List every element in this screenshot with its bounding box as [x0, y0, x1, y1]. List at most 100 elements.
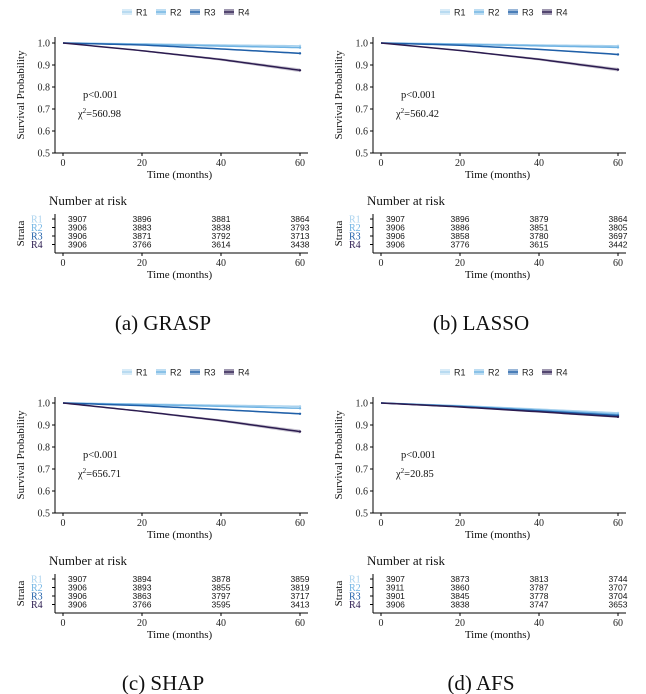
risk-ylabel: Strata — [333, 581, 345, 607]
series-point-r2 — [616, 46, 620, 49]
risk-x-tick-label: 20 — [137, 258, 147, 269]
risk-cell: 3744 — [609, 574, 628, 584]
risk-x-tick-label: 0 — [61, 258, 66, 269]
y-tick-label: 1.0 — [356, 399, 369, 410]
survival-line-r3 — [62, 42, 301, 55]
y-tick-label: 0.8 — [38, 443, 51, 454]
risk-x-axis-label: Time (months) — [147, 269, 213, 281]
risk-cell: 3797 — [212, 591, 231, 601]
strata-label-r4: R4 — [349, 240, 361, 251]
risk-cell: 3896 — [133, 214, 152, 224]
strata-label-r4: R4 — [31, 600, 43, 611]
risk-cell: 3906 — [68, 223, 87, 233]
risk-cell: 3906 — [386, 600, 405, 610]
p-value-text: p<0.001 — [401, 90, 436, 101]
risk-table-title: Number at risk — [367, 553, 445, 568]
chi-square-text: χ2=560.42 — [395, 107, 439, 120]
y-tick-label: 0.6 — [38, 127, 51, 138]
y-tick-label: 0.7 — [38, 465, 51, 476]
risk-cell: 3713 — [291, 231, 310, 241]
risk-cell: 3845 — [451, 591, 470, 601]
legend-label-r2: R2 — [170, 8, 182, 18]
y-tick-label: 0.6 — [356, 487, 369, 498]
legend-label-r1: R1 — [454, 368, 466, 378]
y-tick-label: 0.5 — [356, 509, 369, 520]
y-tick-label: 0.8 — [356, 83, 369, 94]
panel-caption: (a) GRASP — [115, 311, 211, 335]
risk-cell: 3864 — [609, 214, 628, 224]
strata-label-r3: R3 — [349, 232, 361, 243]
y-tick-label: 1.0 — [356, 39, 369, 50]
risk-cell: 3864 — [291, 214, 310, 224]
risk-cell: 3787 — [530, 583, 549, 593]
y-axis-label: Survival Probability — [333, 410, 345, 499]
survival-line-r4 — [380, 402, 619, 418]
risk-x-tick-label: 60 — [295, 618, 305, 629]
y-tick-label: 0.6 — [356, 127, 369, 138]
series-point-r3 — [298, 412, 302, 415]
risk-x-tick-label: 20 — [455, 258, 465, 269]
risk-cell: 3871 — [133, 231, 152, 241]
strata-label-r3: R3 — [31, 592, 43, 603]
risk-cell: 3595 — [212, 600, 231, 610]
y-tick-label: 0.7 — [356, 465, 369, 476]
panel-caption: (d) AFS — [447, 671, 514, 694]
risk-cell: 3838 — [212, 223, 231, 233]
y-tick-label: 0.9 — [38, 421, 51, 432]
risk-x-tick-label: 60 — [295, 258, 305, 269]
y-tick-label: 0.7 — [38, 105, 51, 116]
risk-cell: 3851 — [530, 223, 549, 233]
legend-label-r1: R1 — [454, 8, 466, 18]
risk-cell: 3859 — [291, 574, 310, 584]
series-point-r2 — [298, 407, 302, 410]
y-tick-label: 0.9 — [38, 61, 51, 72]
survival-line-r3 — [380, 42, 619, 56]
risk-cell: 3780 — [530, 231, 549, 241]
risk-cell: 3653 — [609, 600, 628, 610]
risk-x-tick-label: 0 — [61, 618, 66, 629]
x-tick-label: 40 — [534, 518, 544, 529]
x-axis-label: Time (months) — [147, 529, 213, 541]
y-tick-label: 0.9 — [356, 421, 369, 432]
legend-label-r3: R3 — [204, 8, 216, 18]
y-tick-label: 0.5 — [38, 509, 51, 520]
legend-label-r4: R4 — [238, 8, 250, 18]
legend-label-r3: R3 — [204, 368, 216, 378]
risk-x-axis-label: Time (months) — [465, 629, 531, 641]
risk-x-tick-label: 40 — [534, 618, 544, 629]
risk-cell: 3838 — [451, 600, 470, 610]
risk-cell: 3879 — [530, 214, 549, 224]
series-point-r3 — [616, 53, 620, 56]
series-point-r4 — [616, 415, 620, 419]
risk-cell: 3707 — [609, 583, 628, 593]
risk-cell: 3906 — [68, 583, 87, 593]
x-tick-label: 60 — [295, 518, 305, 529]
y-tick-label: 0.5 — [356, 149, 369, 160]
legend-label-r2: R2 — [488, 368, 500, 378]
y-tick-label: 0.8 — [38, 83, 51, 94]
risk-cell: 3704 — [609, 591, 628, 601]
y-tick-label: 1.0 — [38, 399, 51, 410]
risk-cell: 3792 — [212, 231, 231, 241]
risk-x-tick-label: 0 — [379, 258, 384, 269]
legend-label-r2: R2 — [488, 8, 500, 18]
risk-cell: 3906 — [386, 223, 405, 233]
risk-cell: 3878 — [212, 574, 231, 584]
risk-x-tick-label: 20 — [455, 618, 465, 629]
risk-cell: 3873 — [451, 574, 470, 584]
legend-label-r4: R4 — [556, 368, 568, 378]
x-tick-label: 40 — [216, 158, 226, 169]
y-axis-label: Survival Probability — [15, 50, 27, 139]
legend-label-r1: R1 — [136, 8, 148, 18]
risk-x-tick-label: 60 — [613, 258, 623, 269]
p-value-text: p<0.001 — [401, 450, 436, 461]
risk-cell: 3907 — [386, 574, 405, 584]
risk-cell: 3906 — [386, 240, 405, 250]
risk-x-tick-label: 40 — [216, 618, 226, 629]
risk-x-tick-label: 0 — [379, 618, 384, 629]
